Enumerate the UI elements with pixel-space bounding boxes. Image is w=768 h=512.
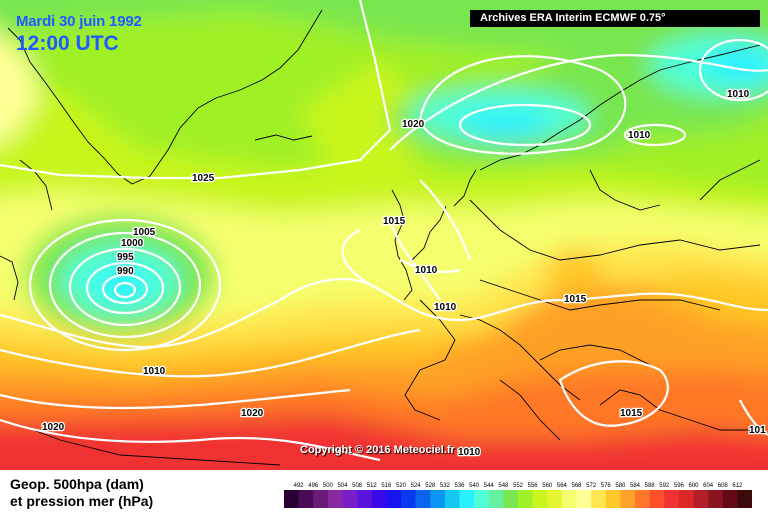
color-scale-tick-label: 612: [732, 483, 743, 489]
legend-title-pressure: et pression mer (hPa): [10, 493, 154, 509]
isobar-label: 1010: [415, 265, 438, 276]
coastlines: [0, 9, 761, 466]
color-scale-tick-label: 552: [513, 483, 524, 489]
geopotential-field: [0, 0, 768, 470]
map-time: 12:00 UTC: [16, 32, 119, 55]
color-scale-tick-label: 504: [337, 483, 348, 489]
color-scale-swatch: [342, 490, 358, 508]
isobar-label: 1020: [241, 408, 264, 419]
color-scale-swatch: [488, 490, 504, 508]
color-scale-tick-label: 584: [630, 483, 641, 489]
isobars: [0, 0, 768, 460]
isobar-label: 1015: [564, 294, 587, 305]
isobar-label: 1010: [143, 366, 166, 377]
color-scale-tick-label: 500: [323, 483, 334, 489]
color-scale-swatch: [649, 490, 665, 508]
color-scale-swatch: [547, 490, 563, 508]
color-scale-tick-label: 520: [396, 483, 407, 489]
color-scale-tick-label: 568: [571, 483, 582, 489]
color-scale-swatch: [327, 490, 343, 508]
isobar-label: 101: [749, 425, 766, 436]
isobar-label: 1010: [458, 447, 481, 458]
isobar-label: 1010: [727, 89, 750, 100]
color-scale-swatch: [284, 490, 299, 508]
color-scale-swatch: [635, 490, 650, 508]
color-scale-tick-label: 532: [440, 483, 451, 489]
color-scale-swatch: [386, 490, 402, 508]
color-scale-swatch: [444, 490, 460, 508]
color-scale-tick-label: 576: [601, 483, 612, 489]
isobar-label: 1005: [133, 227, 156, 238]
color-scale-swatch: [693, 490, 709, 508]
color-scale-swatch: [722, 490, 738, 508]
weather-map: 1025 1020 1010 1010 1015 1010 1010 1005 …: [0, 0, 768, 470]
color-scale-tick-label: 548: [498, 483, 509, 489]
color-scale-tick-label: 524: [411, 483, 422, 489]
color-scale-tick-label: 600: [688, 483, 699, 489]
color-scale-swatch: [401, 490, 416, 508]
color-scale: 492 496 500 504 508 512 516 520 524 528 532 536 540 5…: [284, 483, 752, 508]
map-date: Mardi 30 juin 1992: [16, 13, 142, 30]
color-scale-tick-label: 528: [425, 483, 436, 489]
color-scale-tick-label: 512: [367, 483, 378, 489]
color-scale-swatch: [430, 490, 446, 508]
isobar-label: 1015: [383, 216, 406, 227]
copyright-notice: Copyright © 2016 Meteociel.fr: [300, 444, 455, 456]
color-scale-swatch: [576, 490, 592, 508]
legend-title-geopotential: Geop. 500hpa (dam): [10, 476, 144, 492]
color-scale-tick-label: 496: [308, 483, 319, 489]
color-scale-swatch: [518, 490, 533, 508]
isobar-label: 1020: [402, 119, 425, 130]
map-graphic: 1025 1020 1010 1010 1015 1010 1010 1005 …: [0, 0, 768, 470]
color-scale-swatch: [737, 490, 752, 508]
isobar-label: 1025: [192, 173, 215, 184]
color-scale-tick-label: 492: [294, 483, 305, 489]
color-scale-swatch: [415, 490, 431, 508]
color-scale-swatch: [678, 490, 694, 508]
isobar-label: 1015: [620, 408, 643, 419]
color-scale-swatch: [371, 490, 387, 508]
color-scale-tick-label: 544: [484, 483, 495, 489]
isobar-labels: 1025 1020 1010 1010 1015 1010 1010 1005 …: [41, 88, 768, 460]
color-scale-tick-label: 572: [586, 483, 597, 489]
color-scale-swatch: [664, 490, 680, 508]
isobar-label: 1000: [121, 238, 144, 249]
color-scale-swatch: [474, 490, 490, 508]
color-scale-tick-label: 536: [454, 483, 465, 489]
color-scale-swatch: [605, 490, 621, 508]
color-scale-swatch: [313, 490, 329, 508]
color-scale-swatch: [459, 490, 475, 508]
color-scale-tick-label: 540: [469, 483, 480, 489]
isobar-label: 1010: [628, 130, 651, 141]
color-scale-swatch: [503, 490, 519, 508]
data-source-banner: Archives ERA Interim ECMWF 0.75°: [470, 10, 760, 27]
color-scale-swatch: [620, 490, 636, 508]
color-scale-tick-label: 516: [381, 483, 392, 489]
color-scale-swatch: [357, 490, 373, 508]
isobar-label: 990: [117, 266, 134, 277]
color-scale-tick-label: 580: [615, 483, 626, 489]
color-scale-tick-label: 556: [528, 483, 539, 489]
color-scale-tick-label: 560: [542, 483, 553, 489]
color-scale-tick-label: 608: [718, 483, 729, 489]
color-scale-tick-label: 596: [674, 483, 685, 489]
isobar-label: 1010: [434, 302, 457, 313]
color-scale-tick-label: 592: [659, 483, 670, 489]
color-scale-tick-label: 588: [645, 483, 656, 489]
color-scale-swatches: [284, 490, 752, 508]
isobar-label: 995: [117, 252, 134, 263]
color-scale-tick-label: 604: [703, 483, 714, 489]
color-scale-tick-label: 508: [352, 483, 363, 489]
isobar-label: 1020: [42, 422, 65, 433]
color-scale-swatch: [591, 490, 607, 508]
color-scale-tick-label: 564: [557, 483, 568, 489]
color-scale-labels: 492 496 500 504 508 512 516 520 524 528 532 536 540 5…: [294, 483, 743, 489]
color-scale-swatch: [532, 490, 548, 508]
color-scale-swatch: [561, 490, 577, 508]
color-scale-swatch: [708, 490, 724, 508]
color-scale-swatch: [298, 490, 314, 508]
